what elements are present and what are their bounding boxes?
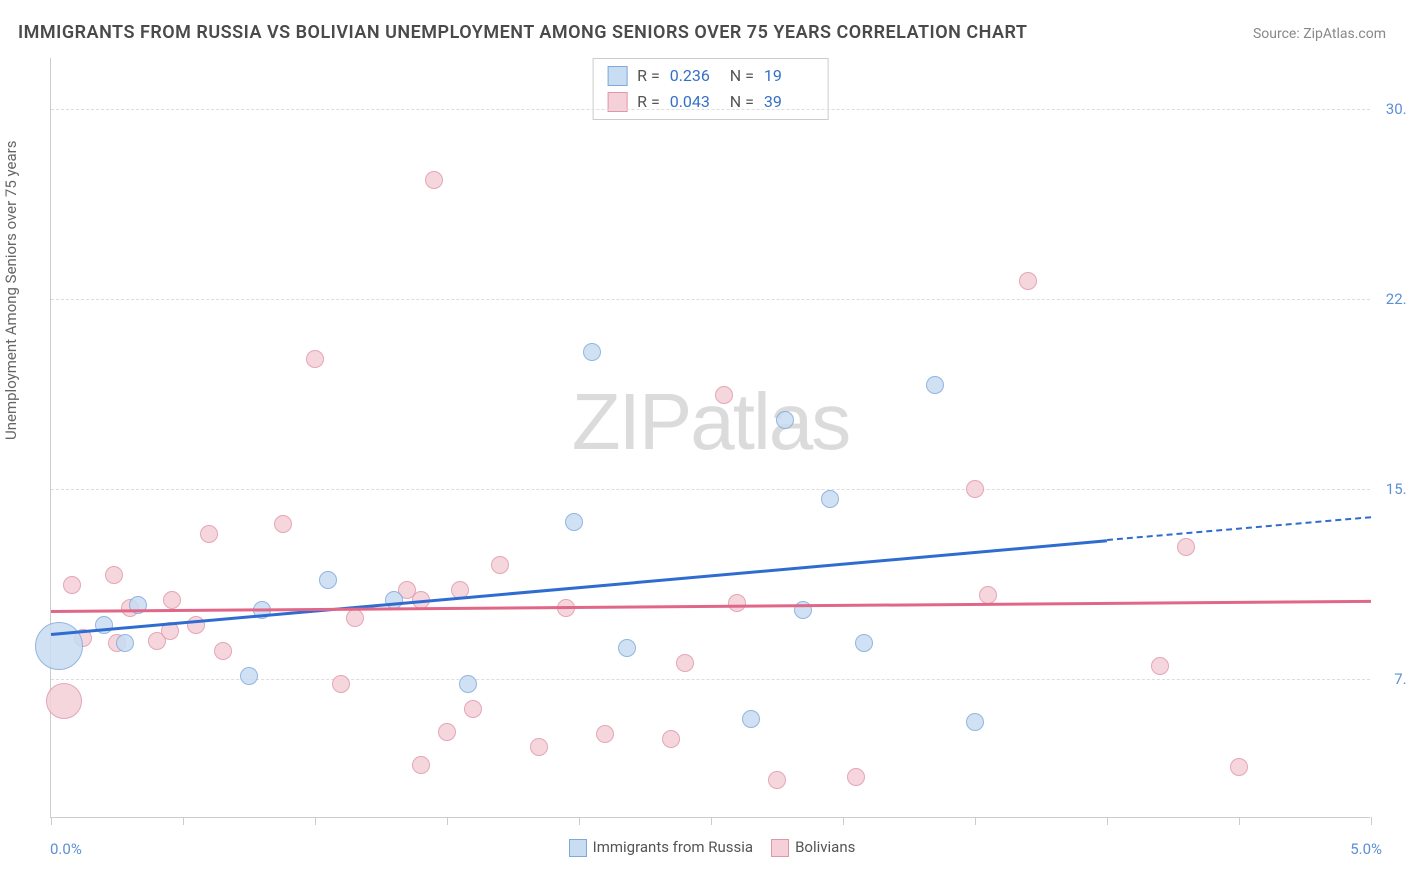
x-tick: [1107, 817, 1108, 825]
watermark: ZIPatlas: [572, 376, 849, 468]
bolivia-point: [979, 586, 997, 604]
russia-point: [95, 616, 113, 634]
r-label: R =: [637, 63, 660, 89]
bolivia-point: [768, 771, 786, 789]
r-value: 0.043: [670, 89, 720, 115]
russia-point: [583, 343, 601, 361]
n-label: N =: [730, 63, 754, 89]
bolivia-point: [966, 480, 984, 498]
r-value: 0.236: [670, 63, 720, 89]
y-tick-label: 30.0%: [1386, 100, 1406, 118]
legend-swatch: [607, 66, 627, 86]
russia-point: [926, 376, 944, 394]
bolivia-point: [1177, 538, 1195, 556]
grid-line: [51, 299, 1370, 300]
x-tick: [447, 817, 448, 825]
russia-point: [116, 634, 134, 652]
source-label: Source: ZipAtlas.com: [1253, 26, 1386, 42]
bolivia-point: [728, 594, 746, 612]
russia-point: [966, 713, 984, 731]
bolivia-point: [46, 683, 82, 719]
russia-trend-extrap: [1107, 517, 1371, 542]
russia-point: [319, 571, 337, 589]
legend-label-russia: Immigrants from Russia: [593, 838, 753, 856]
n-value: 39: [764, 89, 814, 115]
x-tick: [1239, 817, 1240, 825]
bolivia-point: [530, 738, 548, 756]
bolivia-point: [105, 566, 123, 584]
x-tick: [51, 817, 52, 825]
bolivia-point: [163, 591, 181, 609]
bolivia-point: [847, 768, 865, 786]
y-tick-label: 22.5%: [1386, 290, 1406, 308]
x-tick: [1371, 817, 1372, 825]
bolivia-trend-line: [51, 600, 1371, 613]
bolivia-point: [332, 675, 350, 693]
bolivia-point: [200, 525, 218, 543]
russia-point: [776, 411, 794, 429]
series-legend: Immigrants from Russia Bolivians: [0, 838, 1406, 857]
bolivia-point: [438, 723, 456, 741]
x-tick: [579, 817, 580, 825]
bolivia-point: [214, 642, 232, 660]
stats-legend-row: R = 0.236 N = 19: [607, 63, 814, 89]
stats-legend-row: R = 0.043 N = 39: [607, 89, 814, 115]
russia-point: [618, 639, 636, 657]
russia-point: [240, 667, 258, 685]
stats-legend: R = 0.236 N = 19 R = 0.043 N = 39: [592, 58, 829, 120]
y-tick-label: 15.0%: [1386, 480, 1406, 498]
plot-area: ZIPatlas R =0.236N =19R =0.043N =39 7.5%…: [50, 58, 1370, 818]
x-tick: [315, 817, 316, 825]
bolivia-point: [1230, 758, 1248, 776]
chart-title: IMMIGRANTS FROM RUSSIA VS BOLIVIAN UNEMP…: [18, 22, 1027, 43]
r-label: R =: [637, 89, 660, 115]
x-tick: [975, 817, 976, 825]
bolivia-point: [346, 609, 364, 627]
bolivia-point: [676, 654, 694, 672]
bolivia-point: [274, 515, 292, 533]
grid-line: [51, 109, 1370, 110]
russia-point: [855, 634, 873, 652]
grid-line: [51, 489, 1370, 490]
bolivia-point: [306, 350, 324, 368]
bolivia-point: [491, 556, 509, 574]
russia-point: [565, 513, 583, 531]
bolivia-point: [412, 756, 430, 774]
n-label: N =: [730, 89, 754, 115]
bolivia-point: [662, 730, 680, 748]
russia-trend-line: [51, 539, 1107, 635]
russia-point: [35, 622, 83, 670]
legend-label-bolivia: Bolivians: [795, 838, 855, 856]
bolivia-point: [63, 576, 81, 594]
bolivia-point: [1151, 657, 1169, 675]
y-axis-label: Unemployment Among Seniors over 75 years: [2, 141, 20, 440]
russia-point: [459, 675, 477, 693]
russia-point: [821, 490, 839, 508]
bolivia-point: [715, 386, 733, 404]
bolivia-point: [1019, 272, 1037, 290]
x-tick: [843, 817, 844, 825]
bolivia-point: [596, 725, 614, 743]
legend-swatch: [569, 839, 587, 857]
y-tick-label: 7.5%: [1394, 670, 1406, 688]
russia-point: [742, 710, 760, 728]
legend-swatch: [771, 839, 789, 857]
n-value: 19: [764, 63, 814, 89]
x-tick: [183, 817, 184, 825]
x-tick: [711, 817, 712, 825]
bolivia-point: [425, 171, 443, 189]
bolivia-point: [464, 700, 482, 718]
